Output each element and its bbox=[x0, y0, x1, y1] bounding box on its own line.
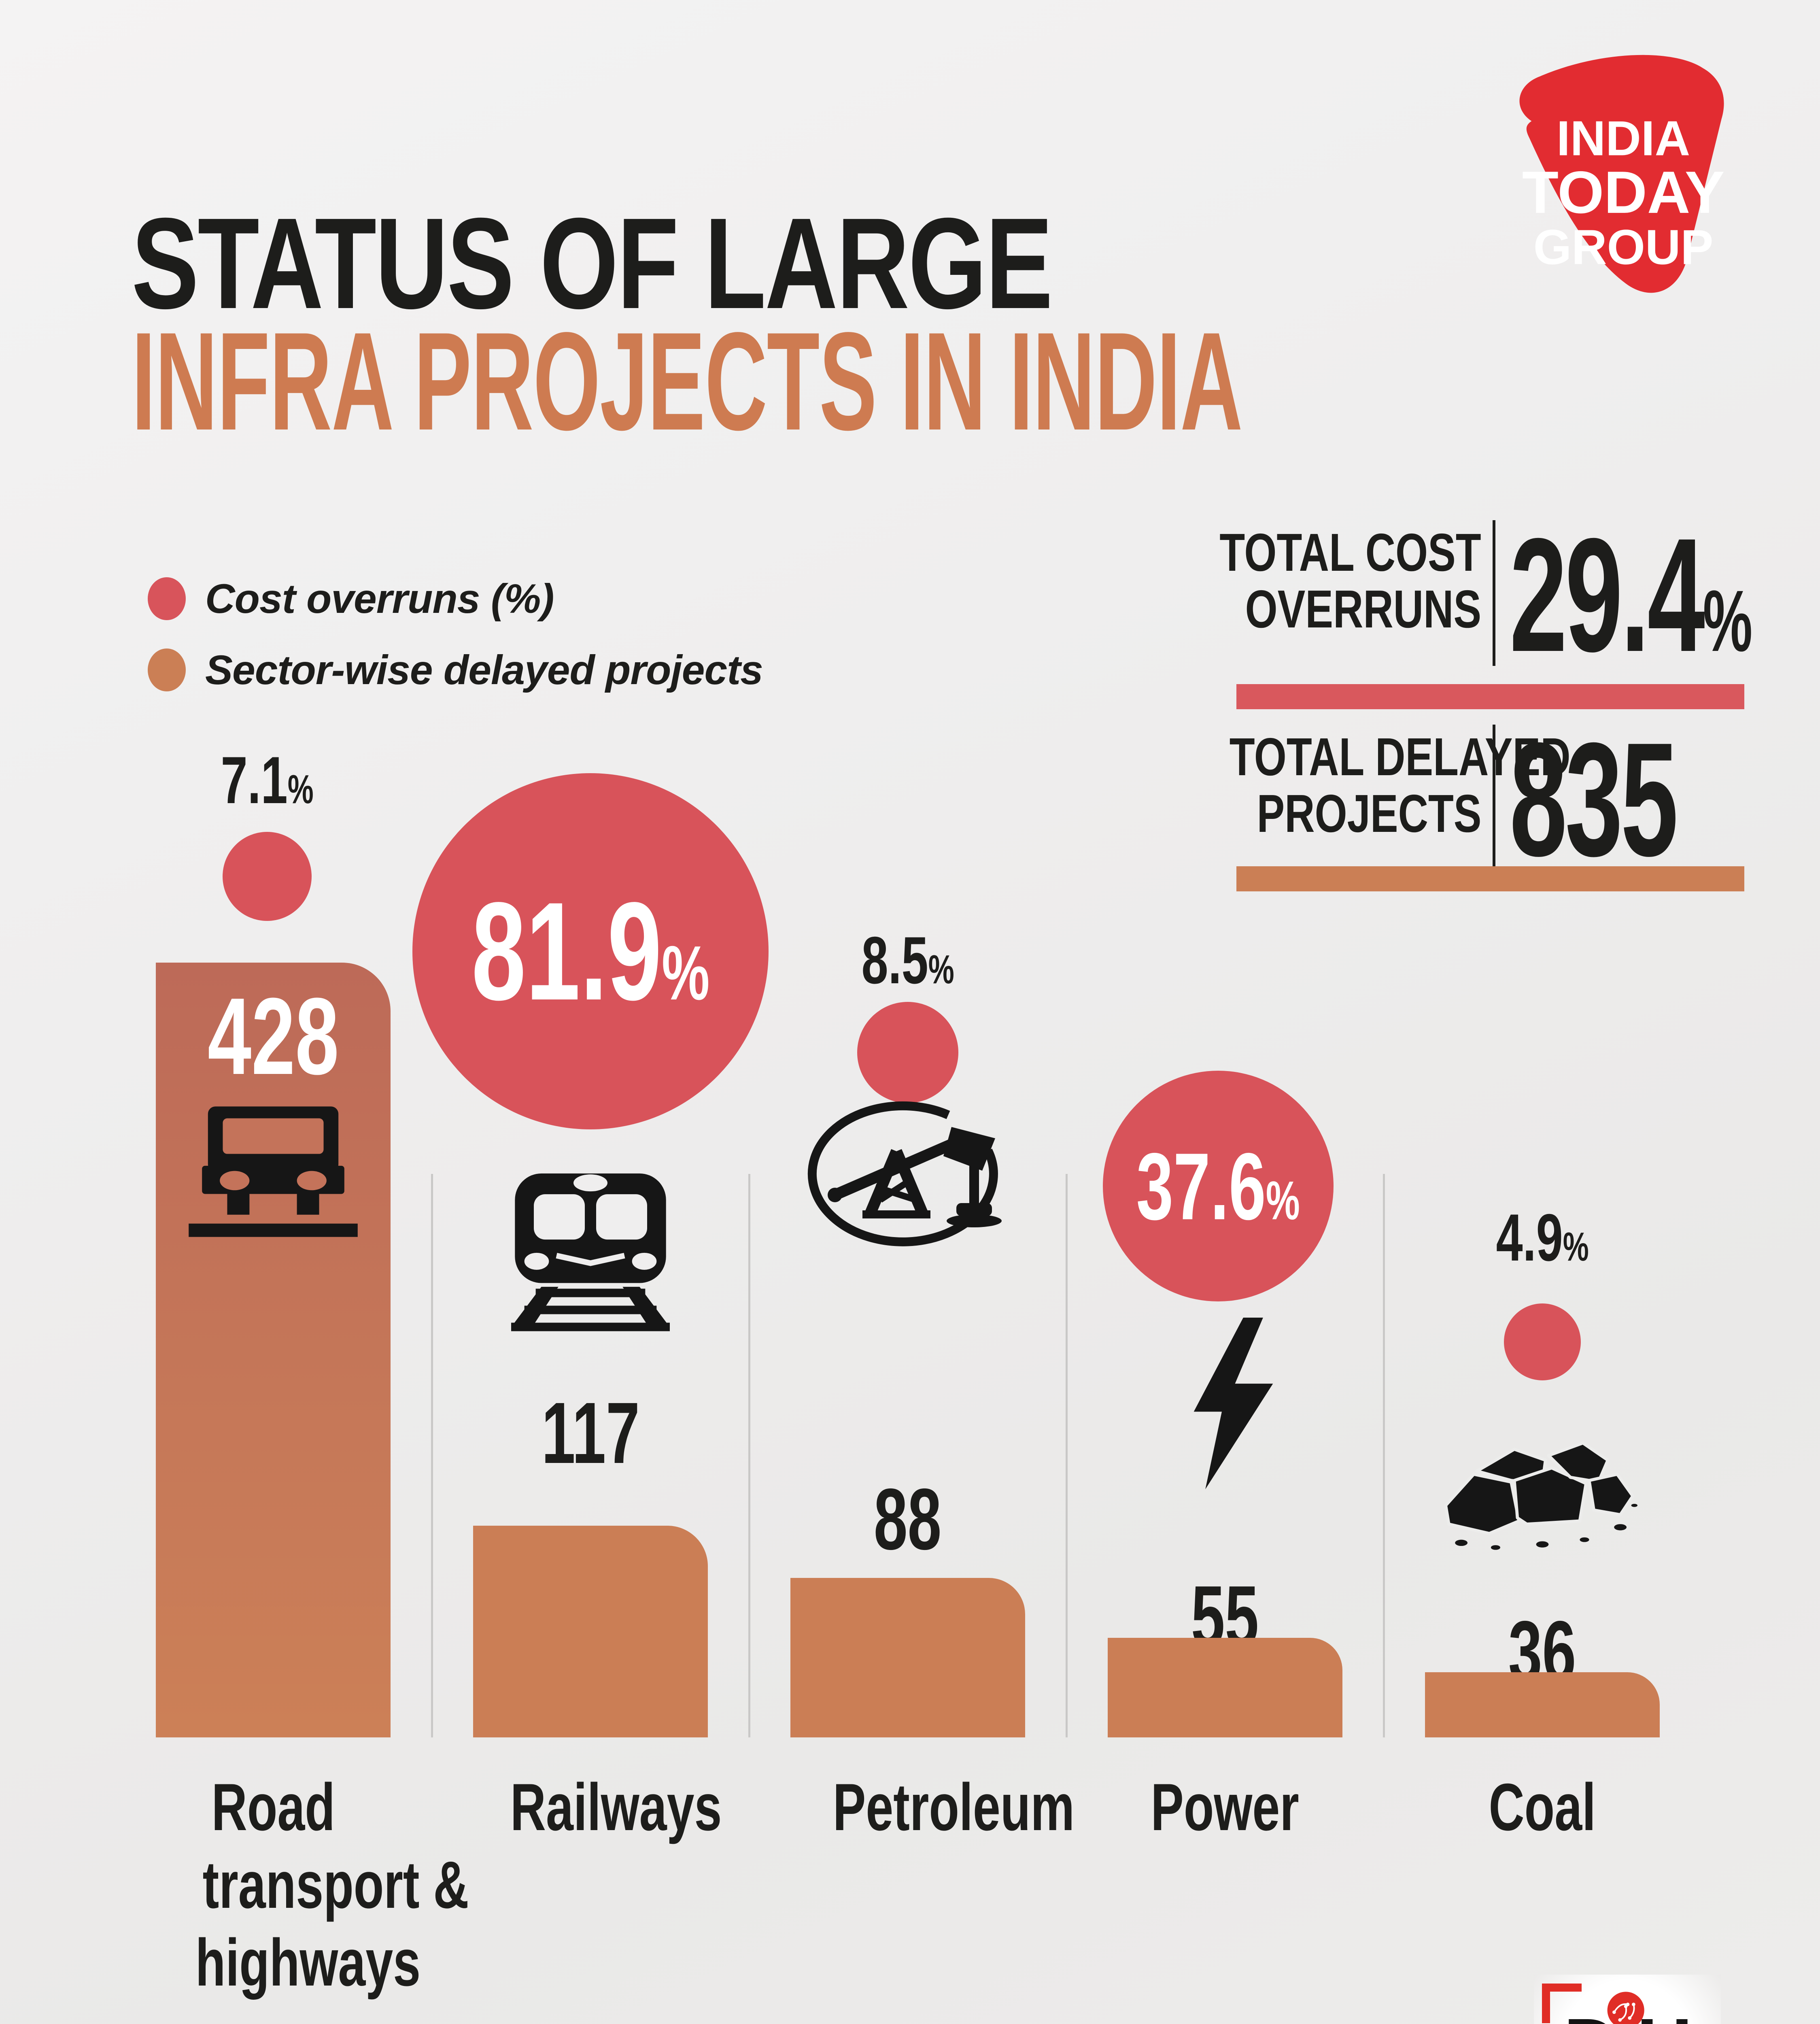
category-label-railways: Railways bbox=[510, 1770, 722, 1844]
diu-bracket-top-left bbox=[1542, 1984, 1582, 2023]
truck-icon bbox=[189, 1106, 358, 1237]
category-label-power: Power bbox=[1151, 1770, 1300, 1844]
logo-text-today: TODAY bbox=[1522, 159, 1724, 226]
road-overrun-circle bbox=[223, 832, 312, 921]
power-overrun-circle: 37.6% bbox=[1103, 1071, 1334, 1301]
page-subtitle: INFRA PROJECTS IN INDIA bbox=[132, 304, 1243, 459]
stat-divider bbox=[1493, 520, 1495, 666]
oil-pump-icon bbox=[807, 1101, 1002, 1246]
coal-bar bbox=[1425, 1672, 1660, 1737]
orange-underline-bar bbox=[1236, 866, 1744, 891]
column-divider bbox=[748, 1174, 750, 1737]
india-today-group-logo: INDIA TODAY GROUP bbox=[1497, 53, 1732, 336]
coal-icon bbox=[1444, 1441, 1638, 1550]
column-divider bbox=[1383, 1174, 1385, 1737]
legend-dot-red bbox=[148, 577, 186, 620]
logo-text-india: INDIA bbox=[1557, 111, 1690, 166]
train-icon bbox=[511, 1173, 670, 1331]
stat-divider bbox=[1493, 725, 1495, 870]
column-divider bbox=[431, 1174, 433, 1737]
railways-overrun-circle: 81.9% bbox=[412, 773, 769, 1129]
total-delayed-projects-label: TOTAL DELAYED PROJECTS bbox=[1229, 727, 1571, 843]
diu-logo: DIU DATA INTELLIGENCE UNIT bbox=[1534, 1975, 1721, 2024]
power-bar bbox=[1108, 1638, 1342, 1737]
legend-label: Sector-wise delayed projects bbox=[205, 646, 763, 693]
road-overrun-label: 7.1% bbox=[221, 743, 314, 817]
road-delayed-count: 428 bbox=[207, 976, 339, 1097]
railways-delayed-count: 117 bbox=[541, 1384, 640, 1482]
petroleum-delayed-count: 88 bbox=[874, 1470, 942, 1568]
red-underline-bar bbox=[1236, 684, 1744, 709]
coal-overrun-label: 4.9% bbox=[1496, 1200, 1589, 1275]
legend-item-cost-overruns: Cost overruns (%) bbox=[148, 575, 554, 623]
legend-label: Cost overruns (%) bbox=[205, 575, 554, 622]
category-label-road: Road transport & highways bbox=[195, 1770, 469, 2000]
petroleum-overrun-circle bbox=[857, 1002, 958, 1103]
petroleum-bar bbox=[790, 1578, 1025, 1737]
diu-brain-circuit-icon bbox=[1607, 1992, 1644, 2024]
total-delayed-projects-value: 835 bbox=[1510, 709, 1678, 890]
india-today-pick-icon: INDIA TODAY GROUP bbox=[1519, 55, 1724, 293]
column-divider bbox=[1066, 1174, 1068, 1737]
coal-overrun-circle bbox=[1504, 1303, 1581, 1380]
logo-text-group: GROUP bbox=[1533, 219, 1714, 274]
road-bar: 428 bbox=[156, 963, 391, 1737]
category-label-petroleum: Petroleum bbox=[832, 1770, 1075, 1844]
category-label-coal: Coal bbox=[1489, 1770, 1596, 1844]
legend-item-delayed-projects: Sector-wise delayed projects bbox=[148, 646, 763, 694]
legend-dot-orange bbox=[148, 648, 186, 691]
petroleum-overrun-label: 8.5% bbox=[861, 923, 954, 997]
page-title: STATUS OF LARGE bbox=[132, 191, 1053, 336]
total-cost-overruns-value: 29.4% bbox=[1510, 504, 1753, 685]
railways-bar bbox=[473, 1526, 708, 1737]
total-cost-overruns-label: TOTAL COST OVERRUNS bbox=[1219, 523, 1481, 639]
lightning-icon bbox=[1194, 1318, 1273, 1489]
